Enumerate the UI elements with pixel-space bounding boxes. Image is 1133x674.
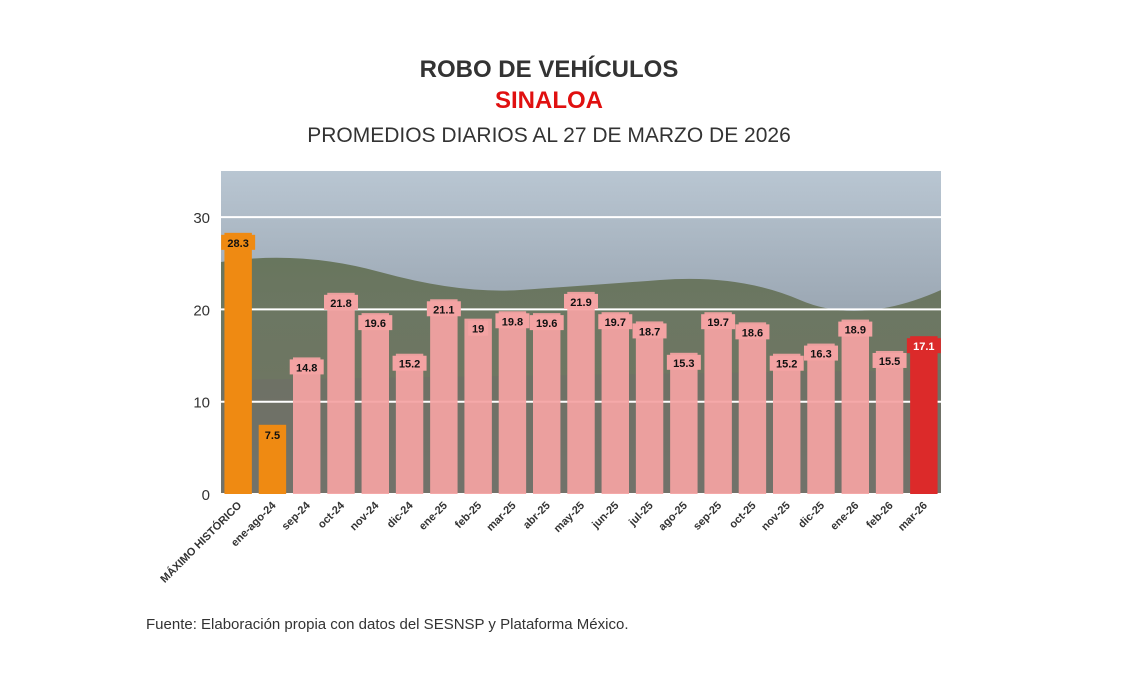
bar: [670, 352, 698, 494]
y-tick-label: 0: [202, 487, 210, 504]
chart-title: ROBO DE VEHÍCULOS: [419, 56, 679, 83]
bar: [738, 322, 767, 494]
y-tick-label: 30: [193, 210, 210, 227]
bar: [807, 343, 835, 494]
x-tick-label: nov-25: [759, 500, 793, 534]
bar: [224, 232, 252, 494]
data-label-box: [289, 359, 324, 375]
x-tick-label: ene-25: [417, 500, 450, 533]
data-label: 19.6: [536, 318, 557, 330]
bar: [430, 299, 458, 494]
bars: 28.3 7.5 14.8 21.8 19.6 15.2 21.1 19 19.8 19.6 21.…: [221, 232, 941, 494]
bar: [361, 313, 389, 494]
chart-subtitle: SINALOA: [495, 87, 603, 114]
data-label-box: [426, 301, 461, 317]
x-tick-label: oct-24: [316, 499, 348, 531]
data-label-box: [598, 314, 633, 330]
data-label: 21.1: [433, 304, 454, 316]
data-label: 21.8: [330, 298, 351, 310]
data-label: 7.5: [265, 430, 280, 442]
data-label: 18.9: [845, 325, 866, 337]
data-label-box: [392, 355, 427, 371]
x-tick-label: sep-25: [691, 500, 724, 533]
data-label-box: [701, 314, 736, 330]
x-tick-label: ene-26: [828, 500, 861, 533]
bar: [533, 313, 561, 494]
bar: [601, 312, 629, 494]
data-label-box: [221, 234, 256, 250]
bar: [635, 321, 664, 494]
x-tick-label: sep-24: [280, 499, 314, 533]
bar: [498, 311, 527, 494]
data-label: 15.5: [879, 356, 900, 368]
data-label: 15.2: [776, 359, 797, 371]
x-tick-label: may-25: [552, 500, 587, 535]
data-label-box: [906, 338, 941, 354]
data-label: 14.8: [296, 362, 317, 374]
data-label: 15.2: [399, 359, 420, 371]
data-label: 15.3: [673, 358, 694, 370]
bar: [464, 318, 492, 494]
data-label-box: [632, 323, 667, 339]
data-label-box: [358, 315, 393, 331]
data-label: 19: [472, 324, 484, 336]
x-tick-label: dic-24: [385, 499, 417, 531]
data-label-box: [735, 324, 770, 340]
data-label: 18.6: [742, 327, 763, 339]
data-label: 21.9: [570, 297, 591, 309]
data-label: 17.1: [913, 341, 934, 353]
y-tick-label: 20: [193, 302, 210, 319]
bar: [841, 319, 869, 494]
bar: [773, 353, 801, 494]
x-tick-label: oct-25: [727, 500, 758, 531]
data-label-box: [468, 320, 489, 336]
data-label-box: [529, 315, 564, 331]
x-tick-label: ago-25: [656, 500, 690, 534]
x-tick-label: mar-25: [485, 500, 519, 534]
data-label-box: [666, 354, 701, 370]
x-tick-label: nov-24: [348, 499, 382, 533]
bar: [327, 292, 355, 494]
data-label-box: [804, 345, 838, 361]
data-label: 16.3: [810, 349, 831, 361]
data-label-box: [324, 294, 358, 310]
bar: [395, 353, 424, 494]
data-label-box: [258, 426, 286, 442]
x-tick-label: feb-25: [453, 500, 484, 531]
data-label-box: [872, 352, 907, 368]
y-tick-label: 10: [193, 395, 210, 412]
x-tick-label: jun-25: [589, 500, 621, 532]
data-label-box: [495, 313, 530, 329]
data-label: 19.7: [605, 317, 626, 329]
data-label-box: [564, 293, 598, 309]
data-label-box: [838, 321, 873, 337]
data-label-box: [769, 355, 804, 371]
data-label: 18.7: [639, 326, 660, 338]
data-label: 19.8: [502, 316, 523, 328]
bar: [704, 312, 732, 494]
bar: [293, 357, 321, 494]
data-label: 19.7: [707, 317, 728, 329]
x-tick-label: mar-26: [896, 500, 930, 534]
x-tick-label: dic-25: [796, 500, 827, 531]
chart-period: PROMEDIOS DIARIOS AL 27 DE MARZO DE 2026: [307, 124, 791, 147]
x-tick-label: abr-25: [521, 500, 553, 532]
bar: [910, 336, 938, 494]
source-note: Fuente: Elaboración propia con datos del…: [146, 616, 629, 633]
x-tick-label: jul-25: [626, 500, 656, 530]
x-tick-label: feb-26: [864, 500, 895, 531]
data-label: 19.6: [365, 318, 386, 330]
data-label: 28.3: [227, 238, 248, 250]
bar: [567, 291, 595, 494]
bar: [875, 350, 904, 494]
